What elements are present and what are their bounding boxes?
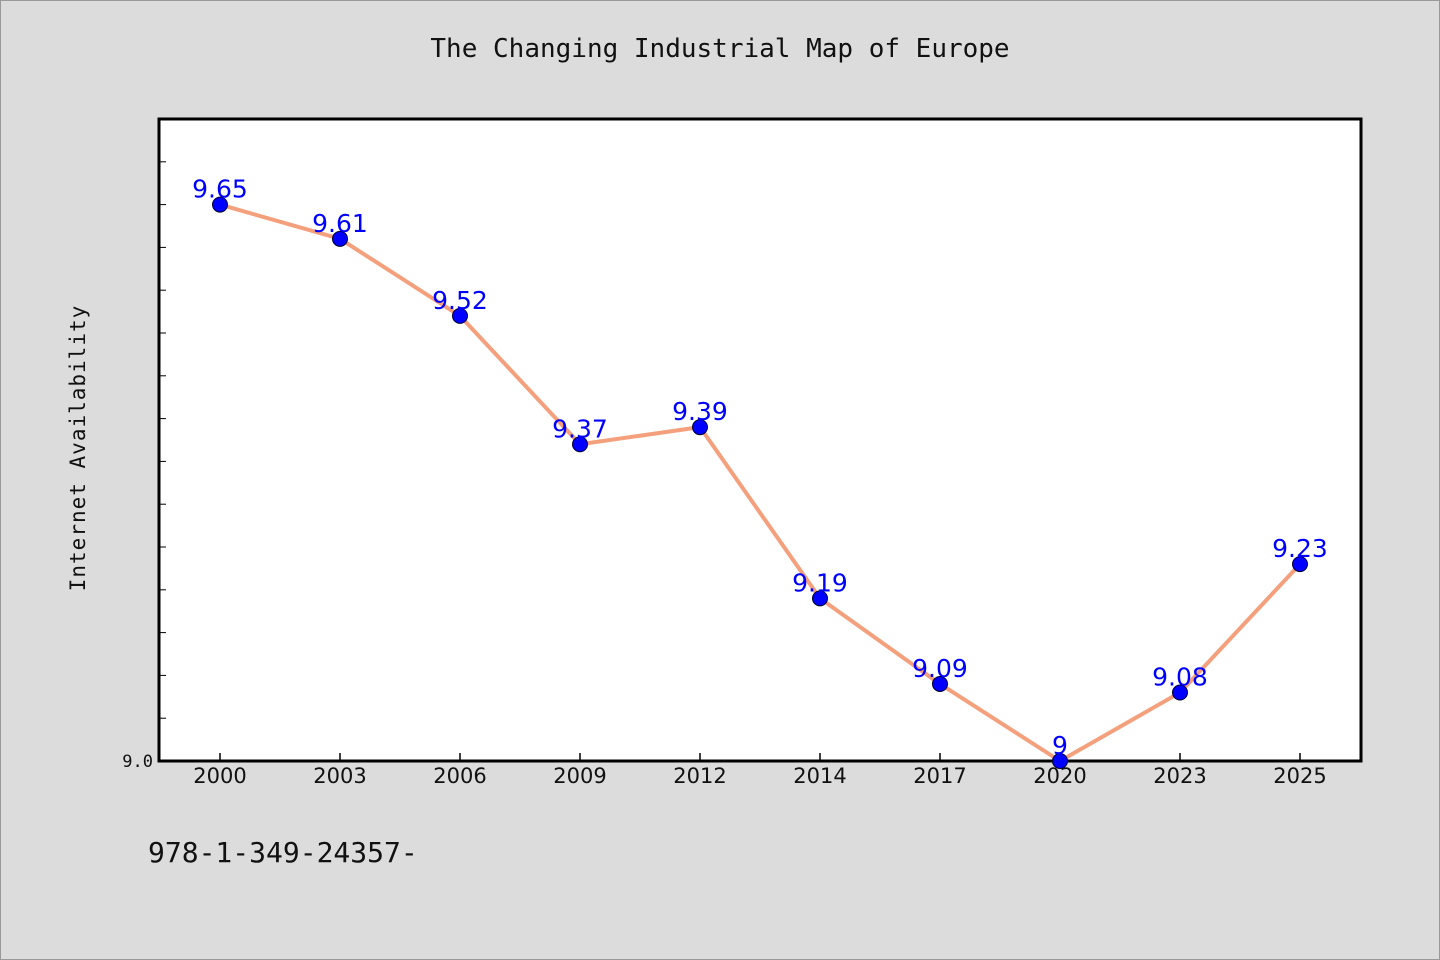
- data-point: [1052, 753, 1068, 769]
- data-point: [1172, 684, 1188, 701]
- x-ticks: 2000 2003 2006 2009 2012 2014 2017 2020 2023 2025: [193, 753, 1327, 788]
- data-label: 9.39: [672, 397, 728, 426]
- x-tick-label: 2006: [433, 764, 486, 788]
- data-point: [812, 590, 828, 607]
- data-label: 9.19: [792, 568, 848, 597]
- data-point: [932, 675, 948, 692]
- x-tick-label: 2000: [193, 764, 246, 788]
- data-point: [692, 419, 708, 436]
- x-tick-label: 2014: [793, 764, 846, 788]
- plot-area: [157, 117, 1363, 763]
- x-tick-label: 2009: [553, 764, 606, 788]
- isbn-text: 978-1-349-24357-: [148, 836, 418, 869]
- y-tick-label: 9.0: [122, 752, 153, 772]
- x-tick-label: 2012: [673, 764, 726, 788]
- x-tick-label: 2017: [913, 764, 966, 788]
- series-line: [219, 202, 1302, 763]
- data-labels: 9.65 9.61 9.52 9.37 9.39 9.19 9.09 9 9.08 9.23: [192, 175, 1328, 760]
- data-label: 9.65: [192, 175, 248, 204]
- data-label: 9: [1052, 731, 1068, 760]
- data-label: 9.37: [552, 414, 608, 443]
- data-label: 9.08: [1152, 663, 1208, 692]
- x-tick-label: 2023: [1153, 764, 1206, 788]
- data-label: 9.52: [432, 286, 488, 315]
- data-point: [212, 196, 228, 213]
- data-label: 9.09: [912, 654, 968, 683]
- data-label: 9.61: [312, 209, 368, 238]
- y-ticks: 9.0: [122, 118, 166, 772]
- data-point: [1292, 556, 1308, 573]
- data-point: [452, 307, 468, 324]
- data-point: [332, 230, 348, 247]
- x-tick-label: 2025: [1273, 764, 1326, 788]
- chart-title: The Changing Industrial Map of Europe: [430, 34, 1010, 64]
- data-point: [572, 436, 588, 453]
- data-label: 9.23: [1272, 534, 1328, 563]
- x-tick-label: 2003: [313, 764, 366, 788]
- markers: [212, 196, 1308, 769]
